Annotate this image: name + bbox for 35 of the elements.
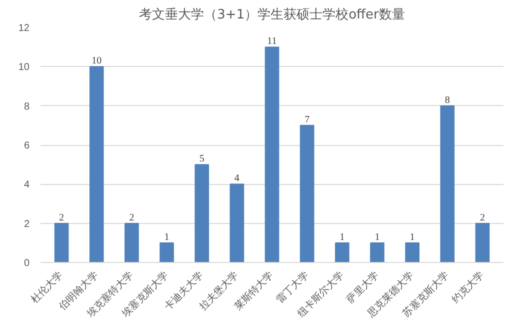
- y-tick-label: 2: [24, 218, 30, 230]
- bar: [440, 105, 455, 262]
- bar: [194, 164, 210, 262]
- bar: [300, 124, 314, 262]
- data-label: 8: [444, 94, 450, 106]
- bar: [160, 242, 174, 262]
- data-label: 1: [340, 232, 345, 243]
- bar: [124, 222, 139, 262]
- bar: [370, 242, 384, 262]
- data-label: 1: [164, 232, 170, 243]
- y-tick-label: 4: [24, 180, 30, 191]
- y-tick-label: 10: [18, 62, 30, 74]
- bar: [405, 242, 420, 262]
- y-tick-label: 0: [24, 258, 30, 269]
- y-tick-label: 8: [24, 101, 30, 112]
- y-tick-label: 6: [24, 140, 30, 152]
- chart-title: 考文垂大学（3+1）学生获硕士学校offer数量: [139, 8, 405, 22]
- data-label: 11: [267, 36, 277, 48]
- data-label: 4: [234, 173, 240, 184]
- data-label: 10: [92, 56, 102, 67]
- data-label: 2: [480, 212, 485, 224]
- y-tick-label: 12: [18, 23, 30, 34]
- bar: [89, 66, 104, 262]
- data-label: 1: [374, 232, 380, 243]
- data-label: 1: [410, 232, 415, 243]
- x-tick-label: 约克大学: [450, 268, 486, 306]
- bar: [475, 222, 490, 262]
- bar: [54, 222, 69, 262]
- data-label: 2: [59, 212, 64, 224]
- data-label: 7: [304, 114, 310, 126]
- bar: [334, 242, 350, 262]
- data-label: 2: [129, 212, 134, 224]
- bar: [230, 184, 244, 262]
- bar: [264, 46, 280, 262]
- data-label: 5: [199, 154, 204, 165]
